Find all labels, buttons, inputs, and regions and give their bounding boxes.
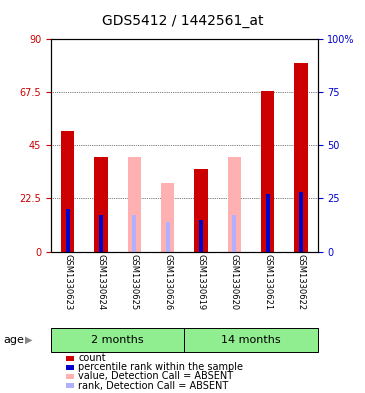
Text: percentile rank within the sample: percentile rank within the sample xyxy=(78,362,243,373)
Bar xyxy=(51,328,184,352)
Bar xyxy=(61,131,74,252)
Text: GSM1330619: GSM1330619 xyxy=(196,254,205,310)
Text: GSM1330626: GSM1330626 xyxy=(163,254,172,310)
Bar xyxy=(199,220,203,252)
Bar xyxy=(184,328,318,352)
Bar xyxy=(66,209,70,252)
Text: value, Detection Call = ABSENT: value, Detection Call = ABSENT xyxy=(78,371,233,382)
Bar xyxy=(228,157,241,252)
Text: age: age xyxy=(4,335,24,345)
Text: GSM1330620: GSM1330620 xyxy=(230,254,239,310)
Bar xyxy=(161,183,174,252)
Text: rank, Detection Call = ABSENT: rank, Detection Call = ABSENT xyxy=(78,380,228,391)
Bar xyxy=(299,192,303,252)
Text: GDS5412 / 1442561_at: GDS5412 / 1442561_at xyxy=(102,14,263,28)
Bar xyxy=(132,215,137,252)
Text: count: count xyxy=(78,353,106,364)
Bar xyxy=(294,63,308,252)
Bar xyxy=(266,194,270,252)
Text: GSM1330625: GSM1330625 xyxy=(130,254,139,310)
Bar xyxy=(261,91,274,252)
Text: 2 months: 2 months xyxy=(91,335,144,345)
Text: GSM1330623: GSM1330623 xyxy=(63,254,72,310)
Text: GSM1330622: GSM1330622 xyxy=(296,254,306,310)
Bar xyxy=(95,157,108,252)
Bar xyxy=(166,222,170,252)
Text: GSM1330621: GSM1330621 xyxy=(263,254,272,310)
Bar xyxy=(194,169,208,252)
Bar xyxy=(99,215,103,252)
Text: GSM1330624: GSM1330624 xyxy=(97,254,105,310)
Text: 14 months: 14 months xyxy=(221,335,281,345)
Bar xyxy=(128,157,141,252)
Bar xyxy=(232,215,236,252)
Text: ▶: ▶ xyxy=(25,335,32,345)
